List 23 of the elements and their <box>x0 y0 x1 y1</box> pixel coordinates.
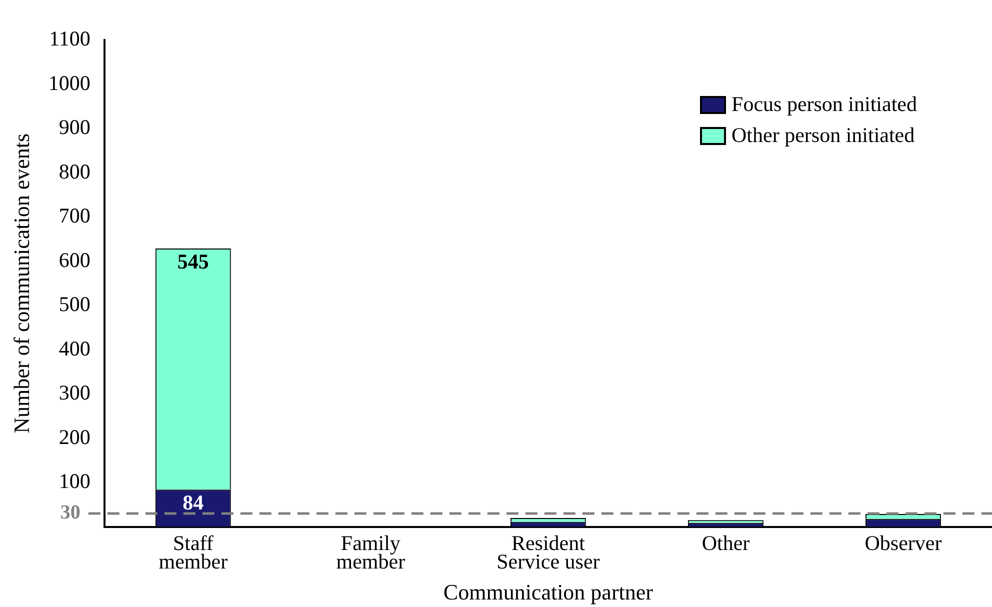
data-label: 84 <box>182 490 204 515</box>
y-tick-label: 100 <box>58 469 90 494</box>
x-tick-label: Observer <box>864 530 942 555</box>
x-tick-label: Other <box>702 530 750 555</box>
x-tick-label: Family member <box>336 530 406 574</box>
y-tick-label: 400 <box>58 336 90 360</box>
y-tick-label: 200 <box>58 424 90 449</box>
y-tick-label: 1100 <box>49 26 90 51</box>
y-tick-label: 700 <box>58 204 90 228</box>
y-tick-label: 600 <box>58 248 90 272</box>
y-tick-label: 300 <box>58 380 90 405</box>
y-tick-label: 1000 <box>48 70 90 95</box>
y-tick-label: 500 <box>58 292 90 316</box>
x-tick-label: Staff member <box>158 530 228 574</box>
x-tick-label: Resident Service user <box>496 530 600 574</box>
y-axis-title: Number of communication events <box>8 133 34 434</box>
data-label: 545 <box>177 249 209 274</box>
y-tick-label: 900 <box>58 115 90 140</box>
y-tick-label: 800 <box>58 159 90 184</box>
legend-label: Other person initiated <box>732 123 915 148</box>
x-axis-title: Communication partner <box>443 580 654 605</box>
legend-label: Focus person initiated <box>732 92 917 117</box>
ref-line-label: 30 <box>60 502 80 524</box>
